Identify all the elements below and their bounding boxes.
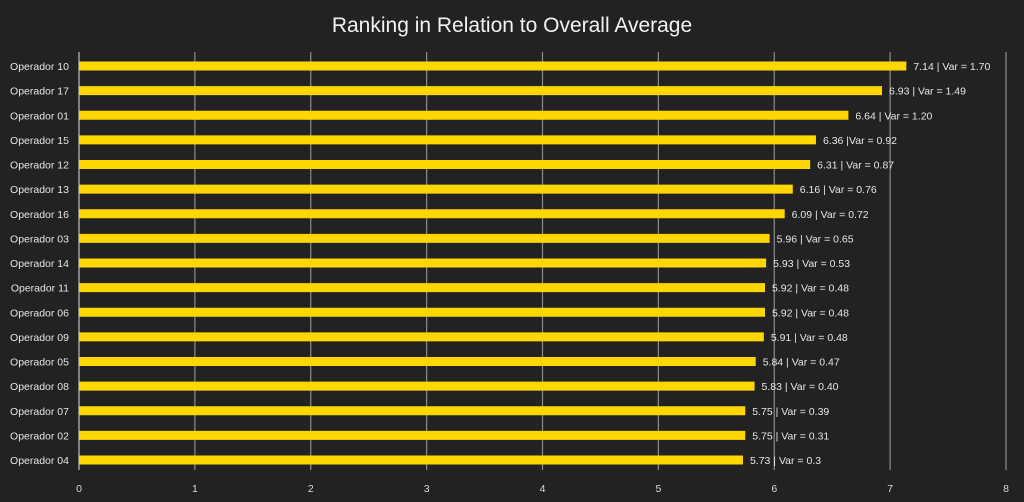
category-label: Operador 11 <box>11 283 69 295</box>
bar-operador-17 <box>79 86 883 96</box>
category-label: Operador 08 <box>10 381 69 393</box>
bar-operador-16 <box>79 209 785 219</box>
bar-operador-12 <box>79 160 811 169</box>
bar-operador-05 <box>79 357 756 366</box>
data-label: 5.73 | Var = 0.3 <box>750 455 821 467</box>
bar-operador-09 <box>79 332 764 342</box>
category-label: Operador 05 <box>10 357 69 369</box>
bar-operador-02 <box>79 430 746 440</box>
category-label: Operador 16 <box>10 209 69 221</box>
x-tick-label: 3 <box>424 483 430 495</box>
chart-title: Ranking in Relation to Overall Average <box>332 14 692 37</box>
data-label: 5.96 | Var = 0.65 <box>777 233 854 245</box>
data-label: 6.93 | Var = 1.49 <box>889 86 966 98</box>
category-label: Operador 17 <box>10 86 69 98</box>
data-label: 6.09 | Var = 0.72 <box>792 209 869 221</box>
bar-operador-15 <box>79 135 816 145</box>
data-label: 5.75 | Var = 0.31 <box>752 430 829 442</box>
category-label: Operador 09 <box>10 332 69 344</box>
category-label: Operador 06 <box>10 307 69 319</box>
bar-operador-03 <box>79 233 770 243</box>
bar-operador-08 <box>79 381 755 391</box>
category-label: Operador 03 <box>10 233 69 245</box>
data-label: 5.83 | Var = 0.40 <box>762 381 839 393</box>
category-label: Operador 02 <box>10 430 69 442</box>
data-label: 6.36 |Var = 0.92 <box>823 135 897 147</box>
bar-operador-06 <box>79 307 765 317</box>
category-label: Operador 07 <box>10 406 69 418</box>
category-label: Operador 15 <box>10 135 69 147</box>
x-tick-label: 7 <box>887 483 893 495</box>
data-label: 6.64 | Var = 1.20 <box>855 110 932 122</box>
x-tick-label: 5 <box>655 483 661 495</box>
data-label: 5.92 | Var = 0.48 <box>772 307 849 319</box>
category-label: Operador 12 <box>10 160 69 172</box>
category-label: Operador 13 <box>10 184 69 196</box>
data-label: 7.14 | Var = 1.70 <box>913 61 990 73</box>
x-tick-label: 1 <box>192 483 198 495</box>
data-label: 5.91 | Var = 0.48 <box>771 332 848 344</box>
bar-operador-14 <box>79 258 767 268</box>
x-tick-label: 2 <box>308 483 314 495</box>
bar-operador-04 <box>79 455 743 465</box>
data-label: 5.93 | Var = 0.53 <box>773 258 850 270</box>
category-label: Operador 01 <box>10 110 69 122</box>
data-label: 5.92 | Var = 0.48 <box>772 283 849 295</box>
data-label: 5.75 | Var = 0.39 <box>752 406 829 418</box>
data-label: 5.84 | Var = 0.47 <box>763 357 840 369</box>
bar-operador-10 <box>79 61 907 71</box>
category-label: Operador 04 <box>10 455 69 467</box>
x-tick-label: 0 <box>76 483 82 495</box>
x-tick-label: 8 <box>1003 483 1009 495</box>
bar-operador-13 <box>79 184 793 194</box>
bar-operador-01 <box>79 110 849 120</box>
x-tick-label: 6 <box>771 483 777 495</box>
bar-operador-11 <box>79 283 765 293</box>
bar-operador-07 <box>79 406 746 416</box>
data-label: 6.16 | Var = 0.76 <box>800 184 877 196</box>
category-label: Operador 10 <box>10 61 69 73</box>
x-tick-label: 4 <box>540 483 546 495</box>
data-label: 6.31 | Var = 0.87 <box>817 160 894 172</box>
category-label: Operador 14 <box>10 258 69 270</box>
